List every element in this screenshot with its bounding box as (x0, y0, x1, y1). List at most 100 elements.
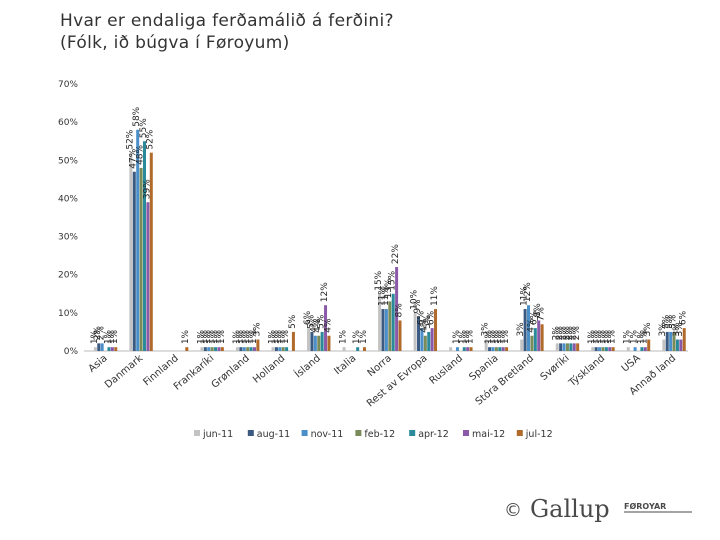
bar (601, 347, 605, 351)
data-label: 1% (213, 329, 223, 344)
bar (207, 347, 211, 351)
data-label: 5% (423, 314, 433, 329)
x-tick-label: Svøríki (538, 352, 572, 383)
bar (391, 293, 395, 351)
bar (246, 347, 250, 351)
data-label: 1% (207, 329, 217, 344)
legend-label: apr-12 (418, 429, 449, 440)
bar (555, 343, 559, 351)
data-label: 47% (129, 148, 139, 168)
chart-title-line-2: (Fólk, ið búgva í Føroyum) (60, 33, 290, 53)
bar (527, 305, 531, 351)
data-label: 1% (594, 329, 604, 344)
bar (647, 339, 651, 351)
data-label: 39% (142, 179, 152, 199)
data-label: 1% (352, 329, 362, 344)
x-tick-label: Italia (332, 353, 358, 377)
data-label: 1% (281, 329, 291, 344)
bar (100, 343, 104, 351)
y-tick-label: 40% (58, 194, 78, 204)
bar (598, 347, 602, 351)
bar (449, 347, 453, 351)
data-label: 58% (132, 106, 142, 126)
data-label: 5% (306, 314, 316, 329)
copyright-symbol: © (504, 500, 522, 521)
data-label: 1% (107, 329, 117, 344)
data-label: 2% (572, 326, 582, 341)
data-label: 5% (288, 314, 298, 329)
bar (626, 347, 630, 351)
data-label: 3% (658, 322, 668, 337)
bar (210, 347, 214, 351)
data-label: 1% (462, 329, 472, 344)
bar (278, 347, 282, 351)
y-tick-label: 10% (58, 309, 78, 319)
data-label: 11% (430, 286, 440, 306)
bar (562, 343, 566, 351)
data-label: 2% (552, 326, 562, 341)
data-label: 13% (384, 278, 394, 298)
data-label: 11% (377, 286, 387, 306)
y-tick-label: 60% (58, 118, 78, 128)
bar (537, 320, 541, 351)
x-tick-label: Rest av Evropa (365, 353, 429, 410)
y-tick-label: 70% (58, 80, 78, 90)
x-tick-label: Týskland (566, 352, 607, 390)
bar (413, 312, 417, 351)
data-label: 1% (597, 329, 607, 344)
data-label: 1% (203, 329, 213, 344)
data-label: 1% (90, 329, 100, 344)
chart-title: Hvar er endaliga ferðamálið á ferðini? (… (60, 10, 660, 54)
bar (310, 331, 314, 351)
bar (220, 347, 224, 351)
bar (252, 347, 256, 351)
bar (327, 335, 331, 351)
bar (149, 152, 153, 351)
data-label: 11% (520, 286, 530, 306)
legend-swatch (247, 430, 254, 436)
data-label: 1% (196, 329, 206, 344)
data-label: 4% (323, 318, 333, 333)
bar (256, 339, 260, 351)
data-label: 10% (410, 289, 420, 309)
bar (462, 347, 466, 351)
bar (93, 347, 97, 351)
bar (455, 347, 459, 351)
bar (675, 339, 679, 351)
bar (398, 320, 402, 351)
bar (643, 347, 647, 351)
data-label: 1% (278, 329, 288, 344)
bar (317, 335, 321, 351)
bar (669, 331, 673, 351)
x-tick-label: Danmark (103, 353, 145, 391)
data-label: 1% (640, 329, 650, 344)
bar (381, 309, 385, 351)
bar (417, 316, 421, 351)
data-label: 4% (420, 318, 430, 333)
data-label: 6% (416, 310, 426, 325)
y-tick-label: 30% (58, 233, 78, 243)
data-label: 5% (662, 314, 672, 329)
data-label: 1% (274, 329, 284, 344)
bar (384, 309, 388, 351)
data-label: 5% (668, 314, 678, 329)
bar (520, 339, 524, 351)
legend-label: nov-11 (311, 429, 344, 440)
data-label: 52% (146, 129, 156, 149)
data-label: 2% (558, 326, 568, 341)
data-label: 1% (608, 329, 618, 344)
data-label: 4% (313, 318, 323, 333)
data-label: 1% (459, 329, 469, 344)
data-label: 6% (427, 310, 437, 325)
bar (672, 331, 676, 351)
legend-label: jul-12 (525, 429, 553, 440)
bar (530, 335, 534, 351)
bar (679, 339, 683, 351)
data-label: 1% (239, 329, 249, 344)
data-label: 1% (338, 329, 348, 344)
bar (146, 202, 150, 351)
bar (200, 347, 204, 351)
data-label: 1% (242, 329, 252, 344)
data-label: 4% (310, 318, 320, 333)
bar (242, 347, 246, 351)
